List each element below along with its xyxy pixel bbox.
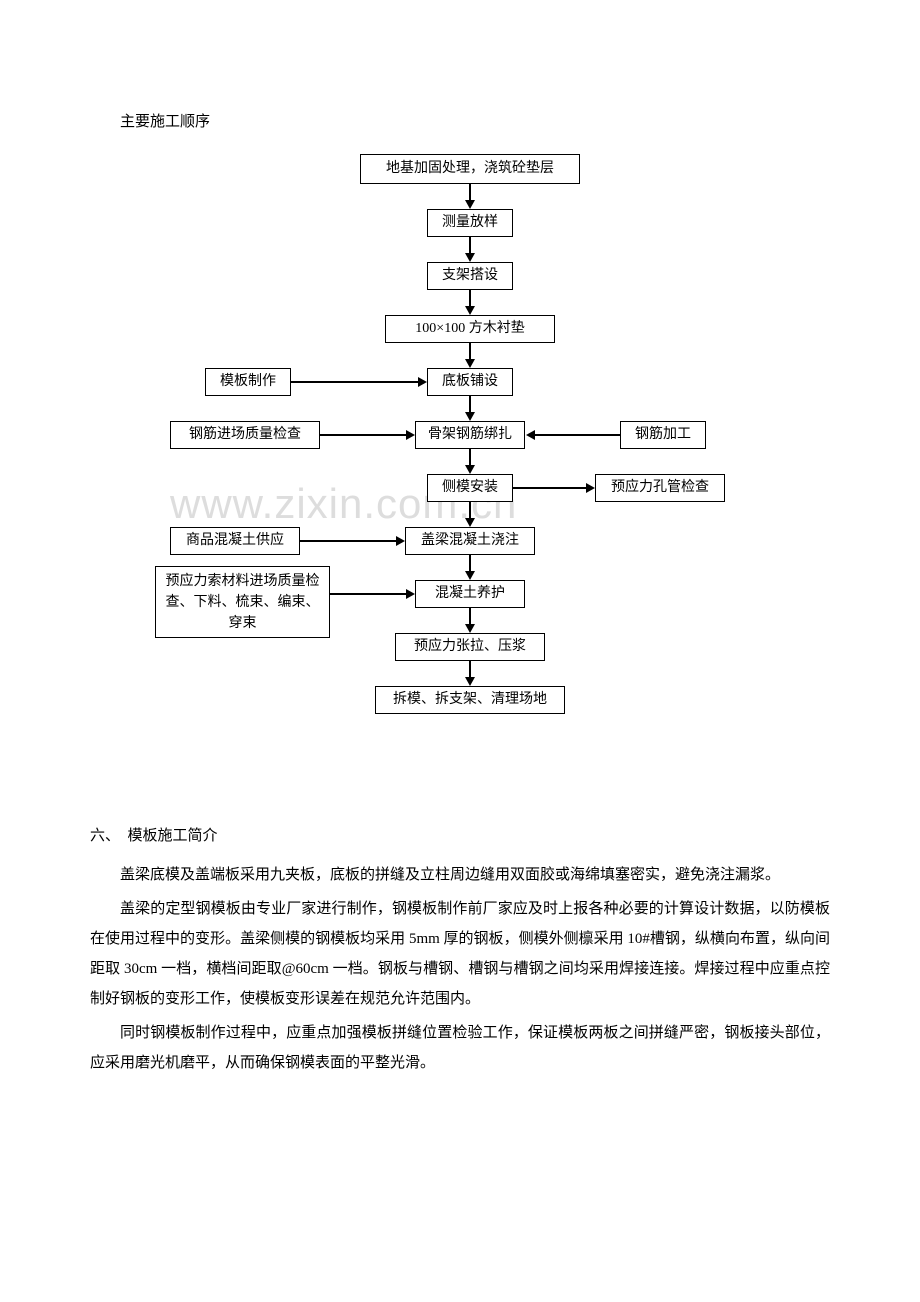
arrow-line — [469, 608, 471, 625]
arrow-head-icon — [465, 465, 475, 474]
arrow-line — [330, 593, 406, 595]
arrow-line — [469, 396, 471, 413]
arrow-line — [320, 434, 406, 436]
paragraph-3: 同时钢模板制作过程中，应重点加强模板拼缝位置检验工作，保证模板两板之间拼缝严密，… — [90, 1018, 830, 1078]
arrow-line — [291, 381, 418, 383]
paragraph-2: 盖梁的定型钢模板由专业厂家进行制作，钢模板制作前厂家应及时上报各种必要的计算设计… — [90, 894, 830, 1014]
arrow-head-icon — [465, 571, 475, 580]
arrow-line — [469, 290, 471, 307]
node-curing: 混凝土养护 — [415, 580, 525, 608]
flowchart: 地基加固处理，浇筑砼垫层 测量放样 支架搭设 100×100 方木衬垫 底板铺设… — [150, 154, 770, 794]
arrow-head-icon — [406, 430, 415, 440]
arrow-head-icon — [396, 536, 405, 546]
page-subtitle: 主要施工顺序 — [90, 110, 830, 134]
node-demolish: 拆模、拆支架、清理场地 — [375, 686, 565, 714]
arrow-line — [513, 487, 586, 489]
node-rebar-inspect: 钢筋进场质量检查 — [170, 421, 320, 449]
arrow-head-icon — [465, 359, 475, 368]
arrow-line — [534, 434, 620, 436]
node-scaffold: 支架搭设 — [427, 262, 513, 290]
node-foundation: 地基加固处理，浇筑砼垫层 — [360, 154, 580, 184]
arrow-head-icon — [465, 518, 475, 527]
arrow-head-icon — [418, 377, 427, 387]
arrow-head-icon — [586, 483, 595, 493]
arrow-line — [469, 502, 471, 519]
arrow-head-icon — [465, 200, 475, 209]
arrow-line — [469, 555, 471, 572]
node-survey: 测量放样 — [427, 209, 513, 237]
arrow-head-icon — [465, 412, 475, 421]
arrow-line — [469, 184, 471, 201]
node-duct-check: 预应力孔管检查 — [595, 474, 725, 502]
node-rebar-tie: 骨架钢筋绑扎 — [415, 421, 525, 449]
arrow-head-icon — [526, 430, 535, 440]
arrow-line — [469, 237, 471, 254]
arrow-head-icon — [465, 253, 475, 262]
node-formwork-make: 模板制作 — [205, 368, 291, 396]
node-timber: 100×100 方木衬垫 — [385, 315, 555, 343]
node-concrete-supply: 商品混凝土供应 — [170, 527, 300, 555]
node-prestress-material: 预应力索材料进场质量检查、下料、梳束、编束、穿束 — [155, 566, 330, 638]
paragraph-1: 盖梁底模及盖端板采用九夹板，底板的拼缝及立柱周边缝用双面胶或海绵填塞密实，避免浇… — [90, 860, 830, 890]
arrow-head-icon — [465, 306, 475, 315]
arrow-line — [300, 540, 396, 542]
arrow-line — [469, 449, 471, 466]
node-concrete-pour: 盖梁混凝土浇注 — [405, 527, 535, 555]
node-prestress: 预应力张拉、压浆 — [395, 633, 545, 661]
arrow-head-icon — [465, 677, 475, 686]
node-rebar-process: 钢筋加工 — [620, 421, 706, 449]
arrow-head-icon — [406, 589, 415, 599]
node-floor: 底板铺设 — [427, 368, 513, 396]
section-heading: 六、 模板施工简介 — [90, 824, 830, 848]
node-side-form: 侧模安装 — [427, 474, 513, 502]
arrow-head-icon — [465, 624, 475, 633]
arrow-line — [469, 661, 471, 678]
arrow-line — [469, 343, 471, 360]
